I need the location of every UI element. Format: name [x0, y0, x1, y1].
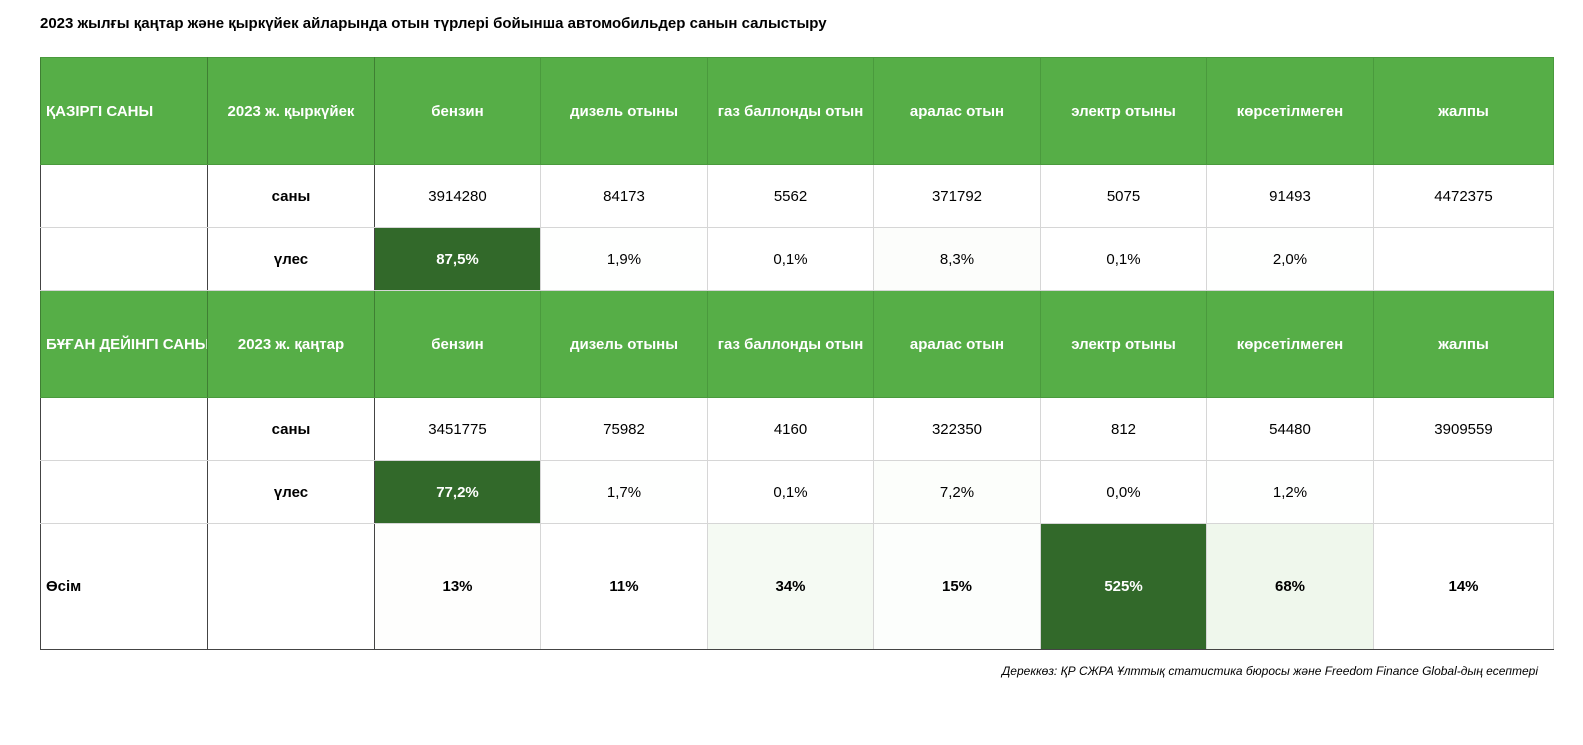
empty-cell — [40, 164, 208, 228]
growth-cell: 13% — [374, 523, 541, 650]
fuel-comparison-table: ҚАЗІРГІ САНЫ 2023 ж. қыркүйек бензин диз… — [40, 57, 1554, 650]
count-cell: 4472375 — [1373, 164, 1554, 228]
count-cell: 84173 — [540, 164, 708, 228]
previous-share-row: үлес 77,2% 1,7% 0,1% 7,2% 0,0% 1,2% — [40, 460, 1554, 524]
previous-count-row: саны 3451775 75982 4160 322350 812 54480… — [40, 397, 1554, 461]
share-cell: 87,5% — [374, 227, 541, 291]
current-count-row: саны 3914280 84173 5562 371792 5075 9149… — [40, 164, 1554, 228]
column-header: бензин — [374, 57, 541, 165]
share-cell: 1,2% — [1206, 460, 1374, 524]
growth-cell: 14% — [1373, 523, 1554, 650]
empty-cell — [40, 460, 208, 524]
share-cell: 8,3% — [873, 227, 1041, 291]
column-header: аралас отын — [873, 57, 1041, 165]
previous-period-label: 2023 ж. қаңтар — [207, 290, 375, 398]
share-cell: 77,2% — [374, 460, 541, 524]
share-cell: 2,0% — [1206, 227, 1374, 291]
growth-label: Өсім — [40, 523, 208, 650]
count-cell: 54480 — [1206, 397, 1374, 461]
count-cell: 91493 — [1206, 164, 1374, 228]
share-cell: 0,1% — [707, 227, 874, 291]
count-cell: 3914280 — [374, 164, 541, 228]
count-cell: 3909559 — [1373, 397, 1554, 461]
column-header: жалпы — [1373, 57, 1554, 165]
share-cell — [1373, 227, 1554, 291]
column-header: газ баллонды отын — [707, 290, 874, 398]
share-cell: 1,7% — [540, 460, 708, 524]
growth-row: Өсім 13% 11% 34% 15% 525% 68% 14% — [40, 523, 1554, 650]
share-label: үлес — [207, 227, 375, 291]
share-cell: 0,0% — [1040, 460, 1207, 524]
growth-cell: 15% — [873, 523, 1041, 650]
column-header: аралас отын — [873, 290, 1041, 398]
column-header: бензин — [374, 290, 541, 398]
current-header-row: ҚАЗІРГІ САНЫ 2023 ж. қыркүйек бензин диз… — [40, 57, 1554, 165]
count-cell: 4160 — [707, 397, 874, 461]
count-cell: 5562 — [707, 164, 874, 228]
count-cell: 322350 — [873, 397, 1041, 461]
current-period-label: 2023 ж. қыркүйек — [207, 57, 375, 165]
empty-cell — [207, 523, 375, 650]
share-label: үлес — [207, 460, 375, 524]
current-share-row: үлес 87,5% 1,9% 0,1% 8,3% 0,1% 2,0% — [40, 227, 1554, 291]
empty-cell — [40, 227, 208, 291]
column-header: көрсетілмеген — [1206, 57, 1374, 165]
growth-cell: 34% — [707, 523, 874, 650]
count-cell: 3451775 — [374, 397, 541, 461]
share-cell: 1,9% — [540, 227, 708, 291]
column-header: электр отыны — [1040, 57, 1207, 165]
growth-cell: 11% — [540, 523, 708, 650]
share-cell: 7,2% — [873, 460, 1041, 524]
column-header: дизель отыны — [540, 57, 708, 165]
column-header: дизель отыны — [540, 290, 708, 398]
source-note: Дереккөз: ҚР СЖРА Ұлттық статистика бюро… — [1001, 664, 1538, 678]
previous-header-row: БҰҒАН ДЕЙІНГІ САНЫ 2023 ж. қаңтар бензин… — [40, 290, 1554, 398]
growth-cell: 68% — [1206, 523, 1374, 650]
previous-section-label: БҰҒАН ДЕЙІНГІ САНЫ — [40, 290, 208, 398]
share-cell: 0,1% — [707, 460, 874, 524]
share-cell — [1373, 460, 1554, 524]
column-header: электр отыны — [1040, 290, 1207, 398]
count-label: саны — [207, 397, 375, 461]
count-cell: 5075 — [1040, 164, 1207, 228]
chart-title: 2023 жылғы қаңтар және қыркүйек айларынд… — [40, 15, 827, 32]
share-cell: 0,1% — [1040, 227, 1207, 291]
empty-cell — [40, 397, 208, 461]
current-section-label: ҚАЗІРГІ САНЫ — [40, 57, 208, 165]
growth-cell: 525% — [1040, 523, 1207, 650]
count-label: саны — [207, 164, 375, 228]
count-cell: 371792 — [873, 164, 1041, 228]
column-header: газ баллонды отын — [707, 57, 874, 165]
column-header: жалпы — [1373, 290, 1554, 398]
count-cell: 75982 — [540, 397, 708, 461]
count-cell: 812 — [1040, 397, 1207, 461]
column-header: көрсетілмеген — [1206, 290, 1374, 398]
